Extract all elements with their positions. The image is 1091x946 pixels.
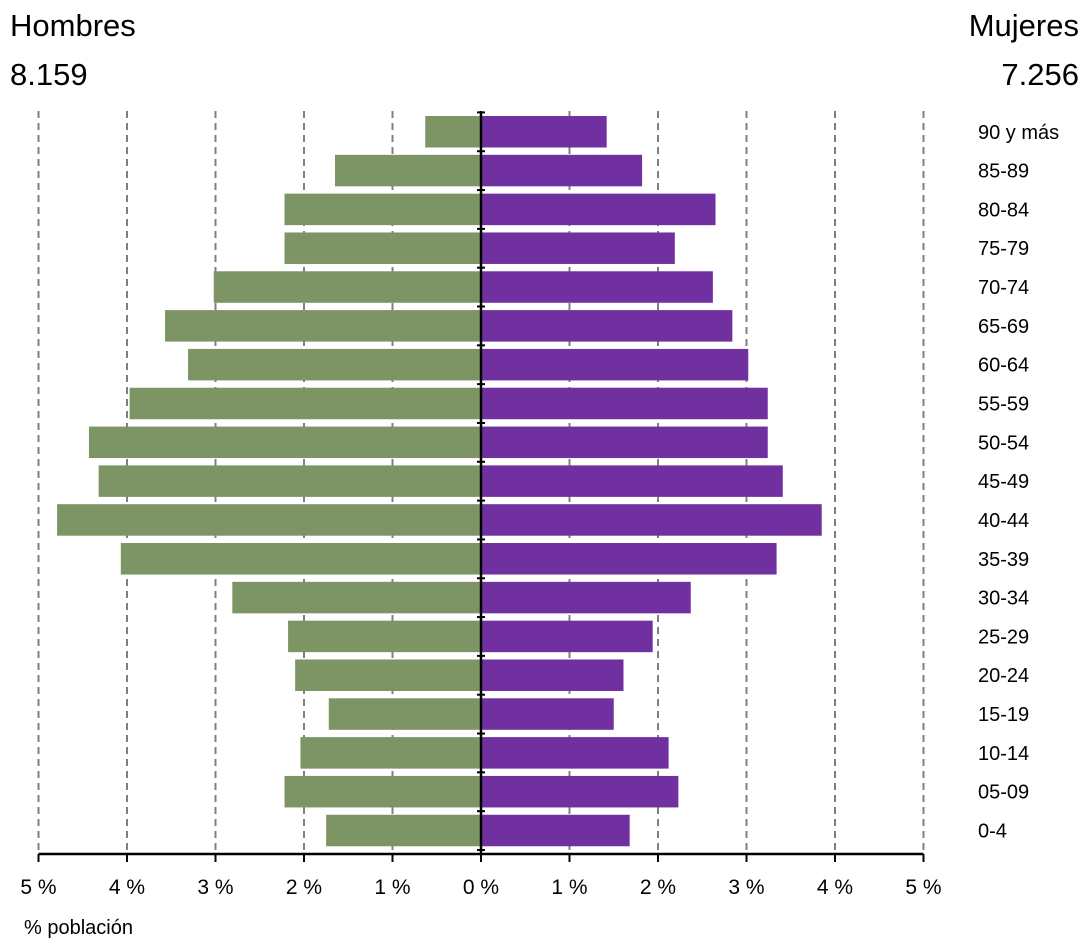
- x-tick-label: 0 %: [463, 876, 499, 899]
- bar-mujeres: [481, 659, 624, 691]
- age-group-label: 65-69: [978, 316, 1029, 338]
- bar-mujeres: [481, 814, 630, 847]
- bar-hombres: [165, 310, 481, 342]
- age-group-label: 0-4: [978, 821, 1007, 843]
- axes: [37, 111, 925, 862]
- x-tick-label: 4 %: [817, 876, 853, 899]
- bar-hombres: [284, 193, 481, 226]
- age-group-label: 35-39: [978, 549, 1029, 571]
- x-tick-label: 5 %: [20, 876, 56, 899]
- bar-hombres: [88, 426, 481, 459]
- women-label: Mujeres: [968, 8, 1079, 43]
- bar-hombres: [120, 543, 482, 575]
- bar-hombres: [334, 154, 481, 187]
- bar-hombres: [232, 581, 481, 614]
- age-group-label: 30-34: [978, 588, 1029, 610]
- x-tick-label: 2 %: [640, 876, 676, 899]
- bar-mujeres: [481, 465, 783, 497]
- bar-mujeres: [481, 504, 822, 536]
- bars: [57, 116, 822, 847]
- bar-hombres: [188, 348, 481, 381]
- x-tick-label: 2 %: [286, 876, 322, 899]
- bar-mujeres: [481, 620, 653, 653]
- x-tick-label: 3 %: [728, 876, 764, 899]
- men-label: Hombres: [10, 8, 136, 43]
- age-group-label: 80-84: [978, 199, 1029, 221]
- men-total: 8.159: [10, 57, 88, 92]
- bar-hombres: [57, 504, 482, 536]
- bar-mujeres: [481, 543, 777, 575]
- bar-mujeres: [481, 426, 768, 459]
- age-group-label: 20-24: [978, 665, 1029, 687]
- bar-mujeres: [481, 193, 716, 226]
- x-tick-label: 1 %: [374, 876, 410, 899]
- bar-mujeres: [481, 698, 614, 730]
- bar-hombres: [213, 271, 482, 303]
- bar-hombres: [284, 775, 481, 808]
- bar-hombres: [300, 737, 481, 769]
- bar-hombres: [326, 814, 481, 847]
- age-group-label: 50-54: [978, 432, 1029, 454]
- x-axis-label: % población: [24, 917, 133, 939]
- bar-mujeres: [481, 116, 607, 148]
- bar-mujeres: [481, 348, 749, 381]
- bar-hombres: [425, 116, 481, 148]
- bar-mujeres: [481, 775, 679, 808]
- bar-mujeres: [481, 310, 733, 342]
- bar-hombres: [129, 387, 481, 420]
- bar-hombres: [98, 465, 482, 497]
- age-group-label: 25-29: [978, 626, 1029, 648]
- x-tick-label: 5 %: [905, 876, 941, 899]
- age-group-label: 45-49: [978, 471, 1029, 493]
- x-tick-label: 3 %: [197, 876, 233, 899]
- x-tick-label: 1 %: [551, 876, 587, 899]
- bar-mujeres: [481, 271, 713, 303]
- bar-hombres: [288, 620, 481, 653]
- age-group-label: 85-89: [978, 161, 1029, 183]
- x-tick-label: 4 %: [109, 876, 145, 899]
- age-group-label: 70-74: [978, 277, 1029, 299]
- age-group-label: 55-59: [978, 393, 1029, 415]
- bar-hombres: [295, 659, 481, 691]
- bar-hombres: [328, 698, 481, 730]
- age-group-label: 10-14: [978, 743, 1029, 765]
- bar-mujeres: [481, 154, 643, 187]
- age-group-label: 40-44: [978, 510, 1029, 532]
- age-group-label: 05-09: [978, 782, 1029, 804]
- women-total: 7.256: [1001, 57, 1079, 92]
- labels: 90 y más 85-89 80-84 75-79 70-74 65-69 60-64 55…: [20, 122, 1059, 899]
- bar-mujeres: [481, 387, 768, 420]
- bar-mujeres: [481, 581, 691, 614]
- age-group-label: 60-64: [978, 355, 1029, 377]
- bar-mujeres: [481, 232, 675, 264]
- age-group-label: 75-79: [978, 238, 1029, 260]
- bar-hombres: [284, 232, 481, 264]
- age-group-label: 15-19: [978, 704, 1029, 726]
- bar-mujeres: [481, 737, 669, 769]
- age-group-label: 90 y más: [978, 122, 1059, 144]
